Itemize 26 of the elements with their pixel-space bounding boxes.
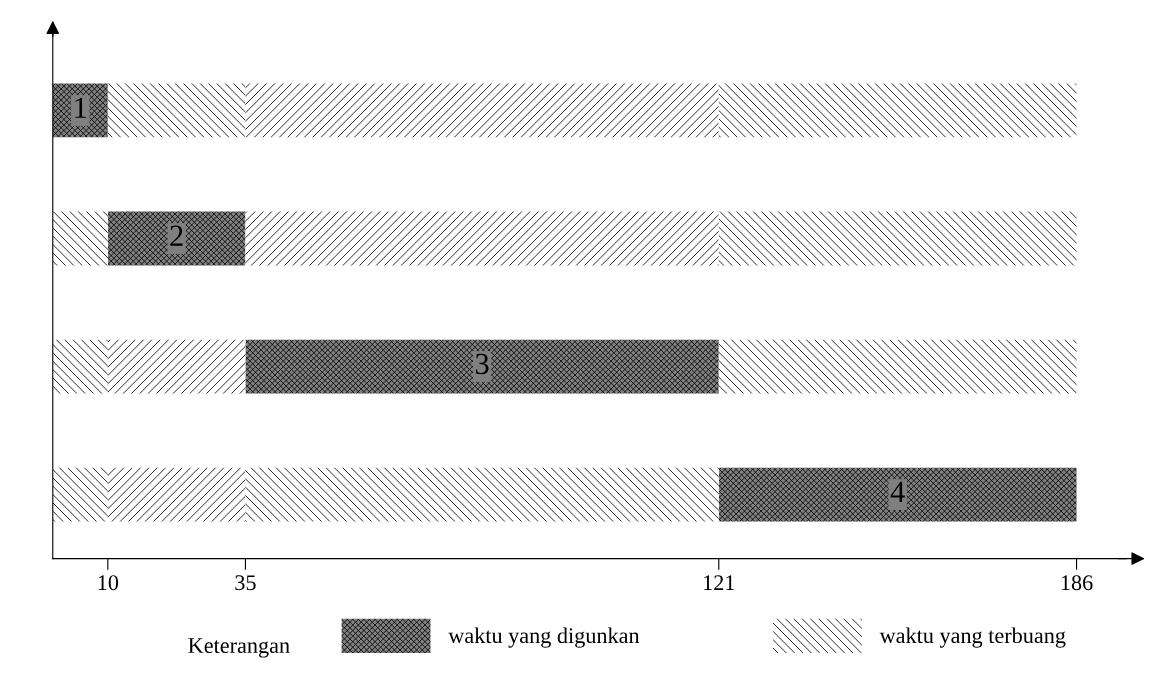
x-tick-label: 35 [235,575,256,591]
bar [718,467,1077,522]
x-tick-label: 121 [704,575,735,590]
legend-label: waktu yang digunkan [448,627,640,648]
bar [107,467,246,522]
legend-label: waktu yang terbuang [879,627,1066,648]
x-tick-label: 186 [1061,575,1093,591]
bar [52,467,108,522]
bar [718,83,1077,138]
text: Keterangan [188,638,290,658]
bar [245,211,719,266]
bar [107,339,246,394]
bar [107,83,246,138]
bar [52,211,108,266]
x-tick-label: 10 [98,575,119,591]
y-tick-label: 1 [75,97,87,118]
bar [245,467,719,522]
bar [107,211,246,266]
bar [718,211,1077,266]
bar [245,83,719,138]
bar [245,339,719,394]
bar [718,339,1077,394]
bar [52,339,108,394]
y-tick-label: 3 [475,353,489,375]
y-tick-label: 2 [170,225,183,246]
y-tick-label: 4 [890,481,905,502]
